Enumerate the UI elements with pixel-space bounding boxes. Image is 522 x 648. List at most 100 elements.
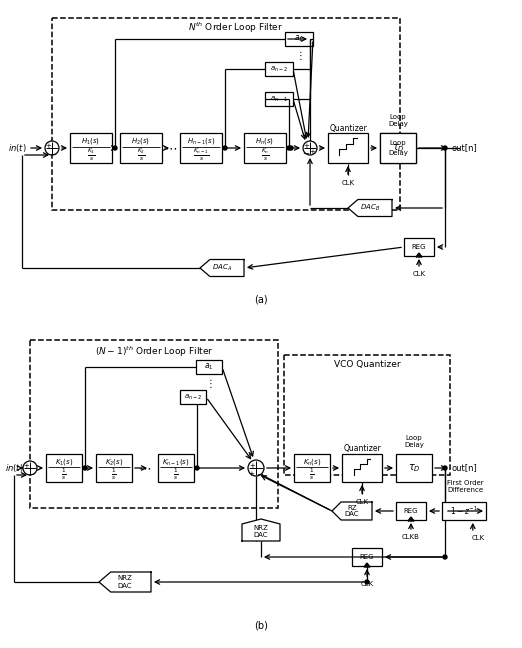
Text: RZ
DAC: RZ DAC: [345, 505, 359, 518]
Text: $\frac{K_n}{s}$: $\frac{K_n}{s}$: [260, 147, 269, 163]
FancyBboxPatch shape: [352, 548, 382, 566]
Polygon shape: [99, 572, 151, 592]
Text: $a_1$: $a_1$: [204, 362, 214, 372]
Text: $a_{n-2}$: $a_{n-2}$: [270, 64, 288, 74]
Circle shape: [23, 461, 37, 475]
Text: (a): (a): [254, 295, 268, 305]
FancyBboxPatch shape: [265, 92, 293, 106]
FancyBboxPatch shape: [265, 62, 293, 76]
Text: $-$: $-$: [302, 148, 310, 157]
Text: REG: REG: [360, 554, 374, 560]
Text: $\frac{1}{s}$: $\frac{1}{s}$: [173, 467, 179, 482]
Text: $(N-1)^{th}$ Order Loop Filter: $(N-1)^{th}$ Order Loop Filter: [95, 345, 213, 360]
Text: $\frac{K_{n-1}}{s}$: $\frac{K_{n-1}}{s}$: [193, 147, 209, 163]
FancyBboxPatch shape: [294, 454, 330, 482]
Text: Loop
Delay: Loop Delay: [388, 114, 408, 127]
Circle shape: [303, 141, 317, 155]
Circle shape: [365, 580, 369, 584]
Text: out[n]: out[n]: [452, 143, 478, 152]
Text: $H_n(s)$: $H_n(s)$: [255, 136, 275, 146]
Text: (b): (b): [254, 621, 268, 631]
Text: Quantizer: Quantizer: [329, 124, 367, 132]
Text: out[n]: out[n]: [452, 463, 478, 472]
FancyBboxPatch shape: [120, 133, 162, 163]
Text: NRZ
DAC: NRZ DAC: [117, 575, 133, 588]
Polygon shape: [364, 563, 370, 567]
Text: CLK: CLK: [471, 535, 484, 541]
Text: $+$: $+$: [248, 469, 256, 478]
Text: $H_{n-1}(s)$: $H_{n-1}(s)$: [187, 136, 215, 146]
FancyBboxPatch shape: [380, 133, 416, 163]
Text: CLK: CLK: [360, 581, 374, 587]
Circle shape: [248, 460, 264, 476]
FancyBboxPatch shape: [70, 133, 112, 163]
Text: CLK: CLK: [341, 180, 354, 186]
Text: $-$: $-$: [27, 469, 35, 478]
Circle shape: [113, 146, 117, 150]
Text: $in(t)$: $in(t)$: [8, 142, 27, 154]
Circle shape: [443, 555, 447, 559]
Text: $\cdots$: $\cdots$: [138, 461, 151, 474]
FancyBboxPatch shape: [328, 133, 368, 163]
FancyBboxPatch shape: [180, 390, 206, 404]
Text: $+$: $+$: [250, 461, 257, 470]
FancyBboxPatch shape: [442, 502, 486, 520]
Text: $DAC_B$: $DAC_B$: [360, 203, 380, 213]
Text: $+$: $+$: [310, 148, 316, 157]
Text: Loop
Delay: Loop Delay: [404, 435, 424, 448]
Text: $\frac{1}{s}$: $\frac{1}{s}$: [61, 467, 67, 482]
Text: Quantizer: Quantizer: [343, 445, 381, 454]
Polygon shape: [200, 259, 244, 277]
Polygon shape: [242, 519, 280, 541]
Text: VCO Quantizer: VCO Quantizer: [334, 360, 400, 369]
Text: $a_{n-2}$: $a_{n-2}$: [184, 393, 202, 402]
Text: CLK: CLK: [412, 271, 425, 277]
Text: $K_{n-1}(s)$: $K_{n-1}(s)$: [162, 457, 190, 467]
Text: $DAC_A$: $DAC_A$: [212, 263, 232, 273]
Text: $\tau_D$: $\tau_D$: [392, 142, 405, 154]
FancyBboxPatch shape: [380, 133, 416, 163]
Circle shape: [289, 146, 293, 150]
FancyBboxPatch shape: [196, 360, 222, 374]
Circle shape: [443, 466, 447, 470]
Circle shape: [45, 141, 59, 155]
Text: $1-z^{-1}$: $1-z^{-1}$: [450, 505, 478, 517]
FancyBboxPatch shape: [46, 454, 82, 482]
Circle shape: [223, 146, 227, 150]
Text: $K_1(s)$: $K_1(s)$: [55, 457, 73, 467]
Text: NRZ
DAC: NRZ DAC: [254, 525, 268, 538]
Text: $\frac{1}{s}$: $\frac{1}{s}$: [111, 467, 117, 482]
Text: $\tau_D$: $\tau_D$: [408, 462, 420, 474]
Circle shape: [287, 146, 291, 150]
Polygon shape: [332, 502, 372, 520]
Text: Loop: Loop: [390, 141, 406, 146]
Text: $\cdots$: $\cdots$: [164, 141, 177, 154]
Text: $+$: $+$: [45, 141, 53, 150]
Text: $-$: $-$: [256, 469, 264, 478]
Text: First Order
Difference: First Order Difference: [447, 480, 483, 493]
Text: $\frac{1}{s}$: $\frac{1}{s}$: [309, 467, 315, 482]
FancyBboxPatch shape: [342, 454, 382, 482]
Circle shape: [195, 466, 199, 470]
Text: $+$: $+$: [23, 461, 31, 470]
FancyBboxPatch shape: [396, 502, 426, 520]
Polygon shape: [348, 200, 392, 216]
FancyBboxPatch shape: [285, 32, 313, 46]
Text: REG: REG: [404, 508, 418, 514]
FancyBboxPatch shape: [396, 454, 432, 482]
Polygon shape: [408, 517, 414, 521]
Text: CLK: CLK: [355, 499, 369, 505]
Circle shape: [443, 146, 447, 150]
FancyBboxPatch shape: [158, 454, 194, 482]
Text: $\frac{K_1}{s}$: $\frac{K_1}{s}$: [87, 147, 96, 163]
Text: $a_1$: $a_1$: [294, 34, 304, 44]
Text: REG: REG: [412, 244, 426, 250]
Text: $+$: $+$: [303, 141, 311, 150]
Text: $\vdots$: $\vdots$: [205, 378, 212, 391]
Text: $\frac{K_2}{s}$: $\frac{K_2}{s}$: [137, 147, 145, 163]
Text: $-$: $-$: [49, 148, 57, 157]
FancyBboxPatch shape: [404, 238, 434, 256]
Text: $H_1(s)$: $H_1(s)$: [81, 136, 101, 146]
Text: $N^{th}$ Order Loop Filter: $N^{th}$ Order Loop Filter: [188, 21, 283, 36]
Circle shape: [83, 466, 87, 470]
